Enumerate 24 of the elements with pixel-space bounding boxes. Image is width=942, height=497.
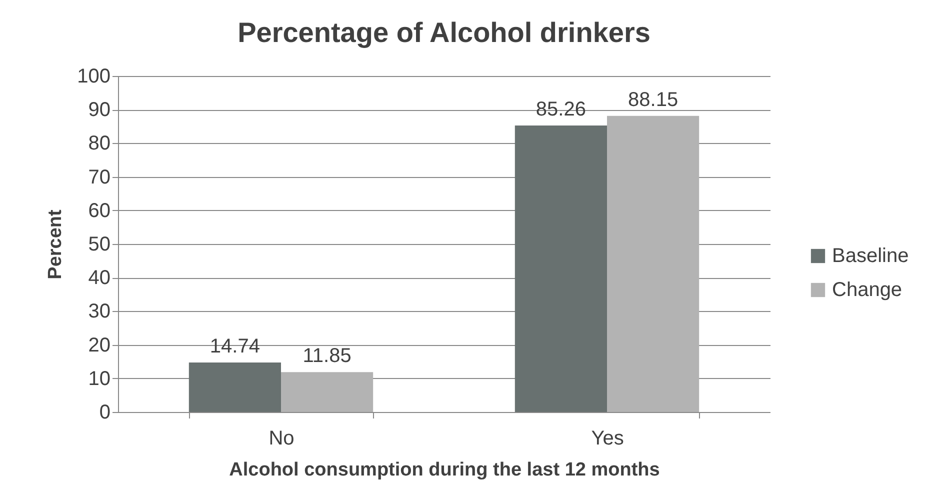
y-tick-label: 70 [88,166,110,188]
x-tick-label: Yes [591,428,624,450]
bar [188,362,281,412]
y-tick-label: 40 [88,267,110,290]
y-axis-title: Percent [45,208,66,280]
y-tick-label: 90 [88,99,110,122]
y-tick-label: 60 [88,200,110,222]
y-tick-label: 50 [88,234,110,256]
y-tick-label: 80 [88,132,110,155]
x-tick-label: No [268,428,294,450]
data-label: 11.85 [302,345,352,368]
y-tick-label: 10 [88,368,110,390]
legend-label: Change [832,279,902,301]
data-label: 88.15 [628,88,678,111]
bar [514,126,607,412]
bar [607,116,700,412]
chart-title: Percentage of Alcohol drinkers [238,17,650,48]
bar [281,372,374,412]
y-tick-label: 100 [77,66,110,88]
y-tick-label: 0 [99,402,110,424]
y-tick-label: 20 [88,334,110,356]
legend-label: Baseline [832,245,909,267]
x-axis-title: Alcohol consumption during the last 12 months [229,460,660,480]
y-tick-label: 30 [88,300,110,323]
